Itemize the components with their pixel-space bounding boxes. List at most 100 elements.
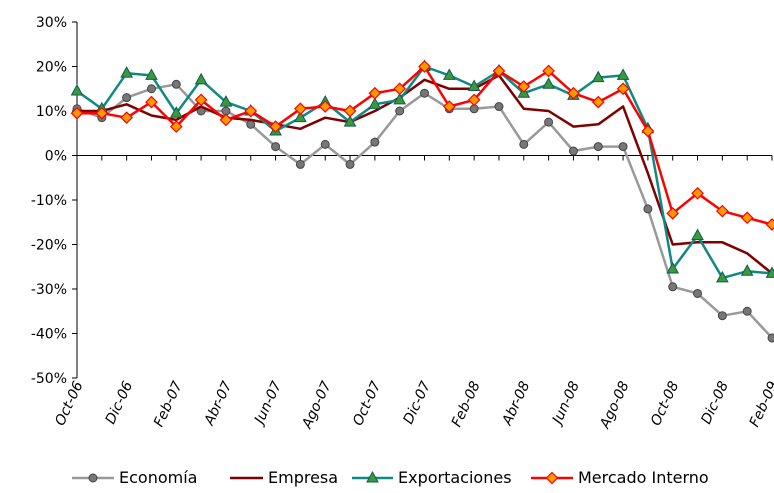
x-tick-label: Feb-07: [151, 379, 186, 430]
data-point: [393, 92, 407, 105]
x-axis: Oct-06 Dic-06 Feb-07 Abr-07 Jun-07 Ago-07 Oct-…: [52, 155, 774, 432]
legend-label: Mercado Interno: [578, 468, 709, 487]
data-point: [567, 86, 580, 100]
data-point: [568, 146, 578, 156]
x-tick-label: Jun-08: [548, 379, 583, 429]
data-point: [519, 139, 529, 149]
series-0: [72, 79, 774, 343]
data-point: [593, 142, 603, 152]
data-point: [343, 104, 357, 118]
x-tick-label: Feb-09: [747, 379, 774, 430]
series-lines: [70, 59, 774, 343]
data-point: [368, 97, 382, 109]
x-tick-label: Jun-07: [251, 379, 286, 429]
legend-label: Economía: [119, 468, 197, 487]
y-tick-label: -30%: [31, 282, 67, 298]
data-point: [145, 95, 158, 109]
data-point: [418, 60, 431, 73]
data-point: [122, 93, 132, 103]
legend-swatch-marker: [545, 471, 559, 485]
y-tick-label: -40%: [31, 327, 67, 343]
x-tick-label: Oct-07: [350, 379, 384, 429]
data-point: [517, 80, 531, 93]
data-point: [171, 79, 181, 89]
data-point: [169, 106, 183, 118]
data-point: [219, 95, 233, 107]
data-point: [765, 266, 774, 278]
data-point: [668, 282, 678, 292]
data-point: [145, 68, 158, 80]
data-point: [95, 106, 109, 120]
x-tick-label: Dic-07: [401, 379, 435, 427]
series-3: [70, 60, 774, 231]
data-point: [368, 86, 382, 100]
data-point: [641, 124, 655, 138]
legend: Economía Empresa Exportaciones Mercado Inte…: [72, 468, 709, 487]
legend-item: Exportaciones: [352, 468, 512, 487]
data-point: [345, 159, 355, 169]
y-tick-label: 30%: [36, 15, 67, 31]
data-point: [320, 139, 330, 149]
data-point: [618, 142, 628, 152]
data-point: [542, 77, 555, 89]
data-point: [716, 204, 729, 218]
data-point: [492, 64, 506, 78]
x-tick-label: Abr-08: [499, 379, 534, 429]
data-point: [442, 100, 456, 113]
data-point: [716, 270, 729, 283]
legend-item: Empresa: [230, 468, 338, 487]
x-tick-label: Dic-06: [103, 379, 137, 427]
data-point: [666, 207, 680, 220]
legend-item: Economía: [72, 468, 197, 487]
data-point: [318, 100, 332, 113]
y-tick-label: -10%: [31, 193, 67, 209]
data-point: [542, 64, 555, 78]
data-point: [591, 70, 605, 83]
data-point: [691, 228, 704, 241]
data-point: [120, 111, 133, 125]
data-point: [294, 110, 307, 123]
data-point: [395, 106, 405, 116]
legend-label: Empresa: [268, 468, 338, 487]
data-point: [269, 120, 282, 133]
x-tick-label: Ago-08: [597, 379, 633, 432]
data-point: [691, 186, 704, 200]
x-tick-label: Dic-08: [698, 379, 732, 427]
data-point: [194, 72, 208, 85]
data-point: [194, 93, 208, 107]
data-point: [544, 117, 554, 127]
data-point: [666, 261, 680, 274]
y-tick-label: 0%: [45, 149, 67, 165]
y-tick-label: 10%: [36, 104, 67, 120]
data-point: [271, 142, 281, 152]
legend-item: Mercado Interno: [531, 468, 709, 487]
legend-label: Exportaciones: [398, 468, 512, 487]
legend-swatch-marker: [366, 470, 379, 483]
data-point: [742, 306, 752, 316]
data-point: [169, 120, 183, 133]
data-point: [244, 104, 258, 118]
series-line: [77, 74, 773, 275]
y-axis: 30% 20% 10% 0% -10% -20% -30% -40% -50%: [31, 15, 78, 387]
data-point: [120, 66, 133, 78]
x-tick-label: Oct-08: [648, 379, 682, 429]
data-point: [70, 83, 84, 96]
data-point: [442, 68, 456, 80]
data-point: [420, 88, 429, 98]
data-point: [294, 102, 307, 116]
legend-swatch-marker: [88, 473, 98, 483]
data-point: [370, 137, 380, 147]
x-tick-label: Feb-08: [449, 379, 484, 430]
y-tick-label: -50%: [31, 371, 67, 387]
series-1: [77, 74, 773, 275]
data-point: [740, 211, 754, 225]
x-tick-label: Ago-07: [299, 379, 335, 432]
data-point: [693, 288, 703, 298]
data-point: [219, 113, 233, 127]
data-point: [765, 218, 774, 231]
data-point: [467, 79, 481, 92]
data-point: [393, 82, 407, 96]
data-point: [767, 333, 774, 343]
x-tick-label: Abr-07: [201, 379, 236, 429]
